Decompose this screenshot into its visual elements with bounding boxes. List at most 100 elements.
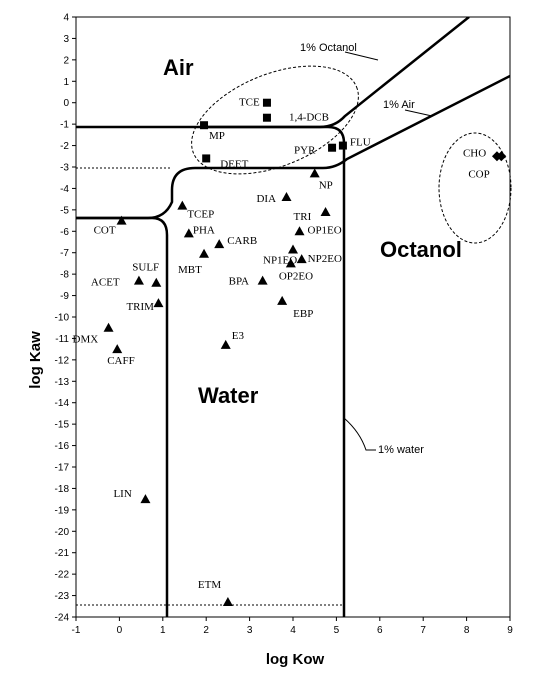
data-point-marker bbox=[103, 322, 114, 332]
data-point-label: LIN bbox=[113, 488, 131, 500]
data-point-label: PYR bbox=[294, 145, 316, 157]
y-tick-label: 1 bbox=[63, 77, 69, 88]
data-point-label: CAFF bbox=[107, 355, 135, 367]
data-point-marker bbox=[222, 597, 233, 606]
y-tick-label: -17 bbox=[55, 463, 70, 474]
y-tick-label: -8 bbox=[60, 270, 69, 281]
data-point-label: NP bbox=[319, 179, 333, 191]
data-point-marker bbox=[281, 192, 292, 201]
annotation-water-1pct: 1% water bbox=[378, 444, 424, 456]
data-point-marker bbox=[262, 113, 271, 122]
data-point-label: MBT bbox=[178, 264, 202, 276]
data-point-marker bbox=[151, 277, 162, 287]
data-point-marker bbox=[220, 339, 231, 349]
data-point-marker bbox=[277, 295, 288, 305]
y-tick-label: 2 bbox=[63, 55, 69, 66]
data-point-marker bbox=[328, 143, 337, 152]
y-tick-label: -14 bbox=[55, 398, 70, 409]
data-point-label: FLU bbox=[350, 137, 371, 149]
data-point-label: MP bbox=[209, 130, 225, 142]
data-point-marker bbox=[309, 168, 320, 178]
data-point-marker bbox=[294, 226, 305, 236]
x-tick-label: 6 bbox=[377, 625, 383, 636]
annotation-air-1pct: 1% Air bbox=[383, 99, 415, 111]
water-air-boundary bbox=[76, 216, 169, 617]
y-tick-label: 3 bbox=[63, 34, 69, 45]
data-point-marker bbox=[177, 200, 188, 210]
x-tick-label: -1 bbox=[72, 625, 81, 636]
x-tick-label: 5 bbox=[334, 625, 340, 636]
data-point-marker bbox=[285, 258, 296, 268]
x-axis-title: log Kow bbox=[266, 651, 325, 668]
y-tick-label: -5 bbox=[60, 205, 69, 216]
data-points: TCE 1,4-DCB MP DEET PYR FLU CHO COP NP DIA TCEP TRI… bbox=[73, 97, 507, 606]
data-point-label: SULF bbox=[132, 262, 159, 274]
air-1pct-boundary bbox=[76, 74, 510, 220]
y-tick-label: -12 bbox=[55, 355, 70, 366]
x-tick-label: 8 bbox=[464, 625, 470, 636]
data-point-label: E3 bbox=[232, 330, 245, 342]
y-axis: 4 3 2 1 0 -1 -2 -3 -4 -5 -6 -7 -8 -9 -10 -11 -12 -13 -14 -1… bbox=[55, 13, 76, 624]
x-tick-label: 9 bbox=[507, 625, 513, 636]
data-point-label: CHO bbox=[463, 147, 486, 159]
x-tick-label: 0 bbox=[117, 625, 123, 636]
x-tick-label: 4 bbox=[290, 625, 296, 636]
data-point-label: ACET bbox=[91, 277, 120, 289]
data-point-marker bbox=[133, 275, 144, 285]
y-tick-label: -23 bbox=[55, 591, 70, 602]
data-point-marker bbox=[257, 275, 268, 285]
x-tick-label: 3 bbox=[247, 625, 253, 636]
data-point-marker bbox=[320, 207, 331, 216]
data-point-marker bbox=[202, 154, 211, 163]
y-tick-label: -19 bbox=[55, 505, 70, 516]
data-point-marker bbox=[214, 239, 225, 249]
data-point-label: PHA bbox=[193, 224, 215, 236]
y-tick-label: -10 bbox=[55, 313, 70, 324]
y-tick-label: -18 bbox=[55, 484, 70, 495]
octanol-cluster-ellipse bbox=[438, 132, 512, 244]
x-tick-label: 2 bbox=[203, 625, 209, 636]
data-point-marker bbox=[199, 248, 210, 258]
region-label-water: Water bbox=[198, 383, 259, 408]
y-tick-label: -21 bbox=[55, 548, 70, 559]
data-point-label: CARB bbox=[227, 235, 257, 247]
data-point-label: TRIM bbox=[126, 301, 154, 313]
data-point-marker bbox=[200, 121, 209, 130]
plot-frame bbox=[75, 16, 511, 618]
data-point-marker bbox=[288, 244, 298, 254]
data-point-label: TCEP bbox=[187, 209, 214, 221]
data-point-marker bbox=[496, 151, 507, 162]
y-tick-label: -16 bbox=[55, 441, 70, 452]
region-label-octanol: Octanol bbox=[380, 237, 462, 262]
y-tick-label: -22 bbox=[55, 570, 70, 581]
data-point-label: ETM bbox=[198, 579, 221, 591]
annotation-octanol-1pct: 1% Octanol bbox=[300, 42, 357, 54]
y-tick-label: -6 bbox=[60, 227, 69, 238]
data-point-marker bbox=[116, 215, 127, 225]
data-point-label: DIA bbox=[256, 193, 276, 205]
y-tick-label: -24 bbox=[55, 613, 70, 624]
y-tick-label: -7 bbox=[60, 248, 69, 259]
x-tick-label: 7 bbox=[420, 625, 426, 636]
data-point-label: DMX bbox=[73, 334, 99, 346]
region-label-air: Air bbox=[163, 55, 194, 80]
y-tick-label: -3 bbox=[60, 163, 69, 174]
data-point-label: 1,4-DCB bbox=[289, 112, 329, 124]
y-tick-label: -9 bbox=[60, 291, 69, 302]
y-axis-title: log Kaw bbox=[27, 331, 44, 389]
annotation-leaders bbox=[343, 51, 433, 451]
data-point-label: TRI bbox=[294, 211, 312, 223]
data-point-label: TCE bbox=[239, 97, 260, 109]
data-point-label: COP bbox=[468, 168, 489, 180]
y-tick-label: -13 bbox=[55, 377, 70, 388]
data-point-label: COT bbox=[94, 225, 116, 237]
data-point-label: OP1EO bbox=[308, 224, 342, 236]
data-point-marker bbox=[140, 494, 151, 504]
y-tick-label: 0 bbox=[63, 98, 69, 109]
y-tick-label: -11 bbox=[55, 334, 69, 345]
y-tick-label: -1 bbox=[60, 120, 69, 131]
data-point-marker bbox=[338, 141, 347, 150]
data-point-marker bbox=[296, 254, 307, 264]
y-tick-label: 4 bbox=[63, 13, 69, 24]
